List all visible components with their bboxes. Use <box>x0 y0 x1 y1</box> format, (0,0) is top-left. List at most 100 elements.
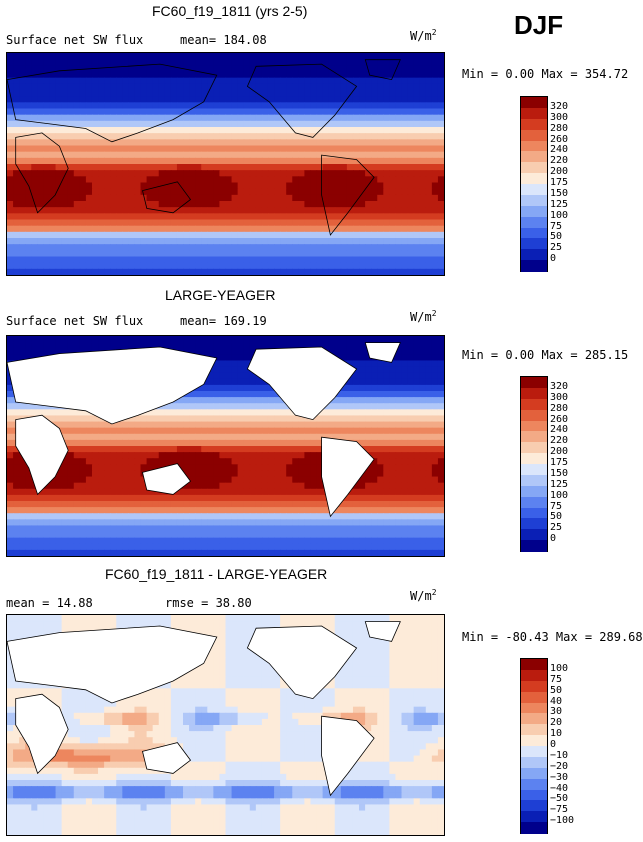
map-cell <box>340 501 348 508</box>
map-cell <box>122 470 129 478</box>
map-cell <box>328 250 336 258</box>
map-cell <box>201 59 208 66</box>
map-cell <box>237 201 245 208</box>
map-cell <box>213 470 221 478</box>
map-cell <box>55 96 63 103</box>
map-cell <box>352 525 360 533</box>
map-cell <box>201 164 208 171</box>
map-cell <box>419 164 427 171</box>
map-cell <box>437 397 444 404</box>
map-cell <box>61 250 69 258</box>
map-cell <box>389 415 397 423</box>
map-cell <box>389 170 397 177</box>
map-cell <box>395 507 403 514</box>
map-cell <box>55 519 63 527</box>
map-cell <box>104 207 111 214</box>
map-cell <box>389 188 397 196</box>
map-cell <box>104 262 111 270</box>
map-cell <box>231 133 239 140</box>
map-cell <box>377 151 384 159</box>
map-cell <box>49 525 57 533</box>
map-cell <box>225 231 233 239</box>
map-cell <box>261 452 269 459</box>
map-cell <box>146 114 154 122</box>
map-cell <box>231 114 239 122</box>
map-cell <box>255 452 263 459</box>
map-cell <box>67 336 75 343</box>
map-cell <box>104 213 111 221</box>
map-cell <box>49 262 57 270</box>
map-cell <box>91 531 99 539</box>
map-cell <box>91 250 99 258</box>
map-cell <box>401 262 409 270</box>
map-cell <box>407 194 415 202</box>
map-cell <box>237 231 245 239</box>
map-cell <box>371 71 378 79</box>
map-cell <box>189 519 196 527</box>
map-cell <box>79 433 87 441</box>
map-cell <box>304 59 312 66</box>
map-cell <box>152 409 160 417</box>
map-cell <box>280 403 287 410</box>
map-cell <box>104 194 111 202</box>
map-cell <box>213 427 221 435</box>
map-cell <box>37 268 45 275</box>
map-cell <box>365 501 372 508</box>
map-cell <box>37 519 45 527</box>
map-cell <box>225 83 233 91</box>
map-cell <box>170 525 178 533</box>
map-cell <box>164 238 172 245</box>
map-cell <box>98 53 105 60</box>
map-cell <box>98 108 105 116</box>
map-cell <box>104 108 111 116</box>
map-cell <box>195 194 202 202</box>
map-cell <box>201 176 208 184</box>
map-cell <box>280 421 287 429</box>
map-cell <box>213 188 221 196</box>
map-cell <box>243 366 251 374</box>
map-cell <box>243 513 251 520</box>
map-cell <box>176 133 184 140</box>
map-cell <box>407 170 415 177</box>
map-cell <box>176 415 184 423</box>
map-cell <box>122 139 129 147</box>
map-cell <box>286 207 293 214</box>
map-cell <box>231 262 239 270</box>
map-cell <box>249 409 257 417</box>
map-cell <box>134 225 142 233</box>
map-cell <box>304 120 312 128</box>
map-cell <box>359 188 366 196</box>
map-cell <box>183 403 190 410</box>
map-cell <box>401 164 409 171</box>
map-cell <box>189 439 196 447</box>
map-cell <box>413 372 421 380</box>
map-cell <box>401 525 409 533</box>
map-cell <box>359 164 366 171</box>
map-cell <box>237 219 245 227</box>
map-cell <box>43 164 51 171</box>
map-cell <box>413 244 421 251</box>
map-cell <box>122 207 129 214</box>
map-cell <box>73 90 81 97</box>
map-cell <box>407 219 415 227</box>
map-cell <box>298 238 305 245</box>
map-cell <box>116 188 123 196</box>
map-cell <box>346 342 354 349</box>
map-cell <box>328 139 336 147</box>
map-cell <box>176 342 184 349</box>
map-cell <box>419 213 427 221</box>
map-cell <box>110 476 117 484</box>
map-cell <box>122 96 129 103</box>
map-cell <box>25 501 32 508</box>
map-cell <box>7 114 14 122</box>
map-cell <box>419 439 427 447</box>
map-cell <box>352 513 360 520</box>
map-cell <box>140 213 148 221</box>
map-cell <box>122 531 129 539</box>
map-cell <box>225 262 233 270</box>
map-cell <box>389 464 397 472</box>
map-cell <box>437 213 444 221</box>
map-cell <box>225 415 233 423</box>
map-cell <box>437 133 444 140</box>
map-cell <box>286 188 293 196</box>
